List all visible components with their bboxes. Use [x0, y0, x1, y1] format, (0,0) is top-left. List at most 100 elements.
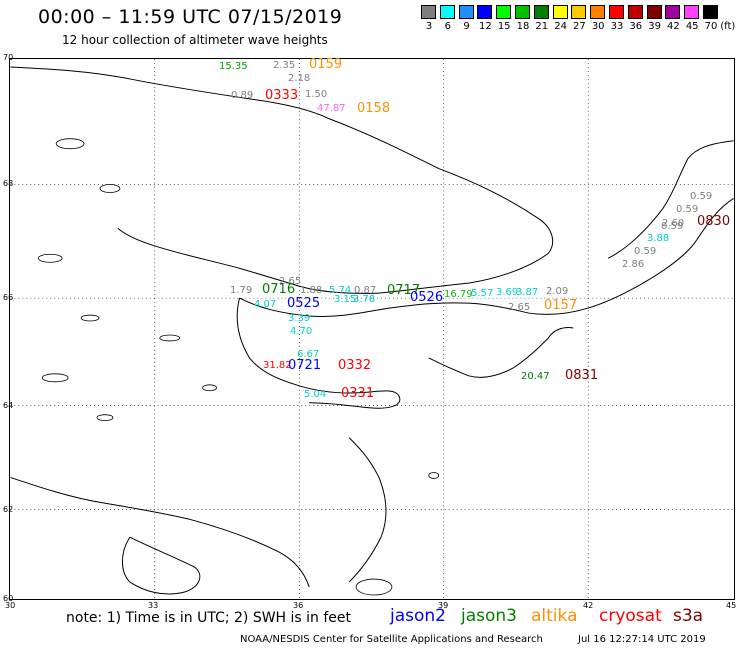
- lat-tick-label: 66: [3, 293, 14, 302]
- satellite-legend-jason3: jason3: [461, 606, 517, 626]
- wave-height-value: 3.69: [496, 287, 519, 298]
- lon-tick-label: 45: [726, 601, 737, 610]
- colorbar-swatch: [458, 5, 474, 19]
- colorbar-label: 15: [497, 21, 511, 32]
- wave-height-value: 3.39: [288, 313, 311, 324]
- colorbar-label: 70: [704, 21, 718, 32]
- colorbar-unit: (ft): [720, 21, 736, 32]
- lon-tick-label: 36: [293, 601, 304, 610]
- colorbar-label: 45: [685, 21, 699, 32]
- pass-time-label: 0831: [565, 368, 599, 383]
- wave-height-value: 1.88: [300, 285, 323, 296]
- wave-height-value: 5.74: [329, 285, 352, 296]
- satellite-legend-altika: altika: [531, 606, 578, 626]
- lon-tick-label: 33: [148, 601, 159, 610]
- lat-tick-label: 70: [3, 53, 14, 62]
- colorbar-swatch: [646, 5, 662, 19]
- wave-height-value: 3.87: [516, 287, 539, 298]
- lat-tick-label: 68: [3, 179, 14, 188]
- wave-height-value: 0.59: [661, 221, 684, 232]
- pass-time-label: 0331: [341, 386, 375, 401]
- pass-time-label: 0157: [544, 298, 578, 313]
- colorbar-swatch: [421, 5, 436, 19]
- colorbar-label: 21: [535, 21, 549, 32]
- colorbar-label: 12: [479, 21, 492, 32]
- wave-height-value: 5.04: [304, 389, 327, 400]
- lon-tick-label: 42: [583, 601, 594, 610]
- lat-tick-label: 64: [3, 401, 14, 410]
- colorbar-swatch: [703, 5, 718, 19]
- pass-time-label: 0525: [287, 296, 321, 311]
- colorbar-label: 33: [610, 21, 624, 32]
- colorbar-label: 24: [554, 21, 567, 32]
- colorbar-label: 27: [573, 21, 586, 32]
- wave-height-value: 31.82: [263, 360, 292, 371]
- colorbar-label: 9: [463, 21, 470, 32]
- dvina-bay-coast: [428, 327, 574, 378]
- colorbar-swatch: [627, 5, 643, 19]
- wave-height-value: 20.47: [521, 371, 550, 382]
- lon-tick-label: 30: [5, 601, 16, 610]
- wave-height-value: 2.65: [279, 276, 302, 287]
- wave-height-value: 6.67: [297, 349, 320, 360]
- lake-onega-shore: [348, 437, 387, 583]
- lon-tick-label: 39: [438, 601, 449, 610]
- colorbar-swatch: [665, 5, 681, 19]
- islands: [37, 138, 440, 596]
- mezen-coast: [607, 140, 734, 259]
- satellite-legend-s3a: s3a: [673, 606, 704, 626]
- wave-height-value: 2.65: [508, 302, 531, 313]
- altimeter-map: [9, 58, 735, 600]
- footer-note: note: 1) Time is in UTC; 2) SWH is in fe…: [66, 610, 352, 626]
- colorbar-swatch: [439, 5, 455, 19]
- colorbar-swatch: [571, 5, 587, 19]
- wave-height-value: 15.35: [219, 61, 248, 72]
- colorbar-label: 3: [425, 21, 433, 32]
- pass-time-label: 0159: [309, 57, 343, 72]
- colorbar-label: 18: [516, 21, 530, 32]
- colorbar-swatch: [552, 5, 568, 19]
- pass-time-label: 0332: [338, 358, 372, 373]
- wave-height-value: 0.87: [354, 285, 377, 296]
- wave-height-value: 2.18: [288, 73, 311, 84]
- colorbar-label: 42: [667, 21, 680, 32]
- kola-coast-north: [10, 66, 554, 294]
- colorbar-label: 39: [648, 21, 661, 32]
- pass-time-label: 0716: [262, 282, 296, 297]
- pass-time-label: 0333: [265, 88, 299, 103]
- onega-bay-coast: [236, 297, 401, 409]
- colorbar-label: 30: [591, 21, 605, 32]
- colorbar-label: 36: [629, 21, 643, 32]
- wave-height-value: 47.87: [317, 103, 346, 114]
- lake-ladoga-shore: [121, 536, 201, 595]
- wave-height-value: 0.89: [231, 90, 254, 101]
- wave-height-value: 5.57: [471, 288, 494, 299]
- colorbar-swatch: [477, 5, 493, 19]
- white-sea-south-coast: [239, 198, 734, 317]
- wave-height-value: 0.59: [690, 191, 713, 202]
- satellite-legend-jason2: jason2: [390, 606, 446, 626]
- coastlines: [10, 66, 734, 595]
- wave-height-value: 2.35: [273, 60, 296, 71]
- grid-lines: [10, 59, 734, 599]
- colorbar-swatch: [515, 5, 530, 19]
- colorbar-swatch: [533, 5, 549, 19]
- footer-timestamp: Jul 16 12:27:14 UTC 2019: [578, 634, 706, 645]
- pass-time-label: 0158: [357, 101, 391, 116]
- wave-height-value: 3.88: [647, 233, 670, 244]
- colorbar-swatch: [609, 5, 624, 19]
- wave-height-value: 4.07: [254, 299, 277, 310]
- lat-tick-label: 62: [3, 505, 14, 514]
- karelia-west-coast: [10, 476, 310, 588]
- map-subtitle: 12 hour collection of altimeter wave hei…: [62, 33, 328, 47]
- wave-height-value: 2.60: [662, 218, 685, 229]
- wave-height-value: 3.78: [353, 294, 376, 305]
- wave-height-value: 2.86: [622, 259, 645, 270]
- wave-height-value: 0.59: [676, 204, 699, 215]
- colorbar-swatch: [496, 5, 512, 19]
- map-title: 00:00 – 11:59 UTC 07/15/2019: [38, 6, 343, 28]
- colorbar-swatch: [590, 5, 606, 19]
- wave-height-value: 0.59: [634, 246, 657, 257]
- pass-time-label: 0717: [387, 283, 421, 298]
- pass-time-label: 0721: [288, 358, 322, 373]
